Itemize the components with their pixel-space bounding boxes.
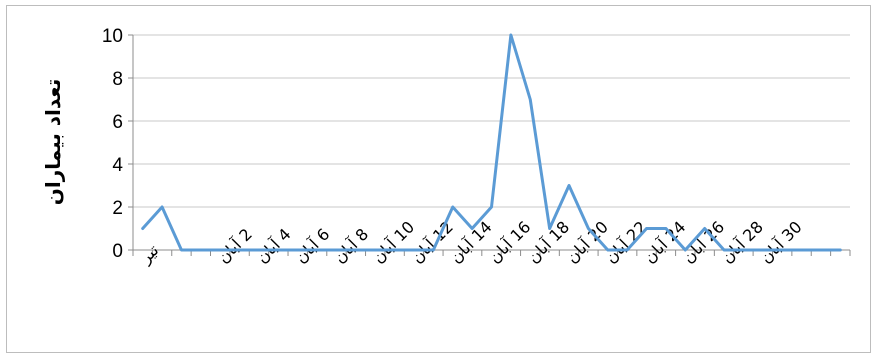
data-point-0-24 xyxy=(606,248,609,252)
data-point-0-31 xyxy=(742,248,745,252)
data-point-0-20 xyxy=(529,98,532,101)
data-point-0-9 xyxy=(315,248,319,252)
data-point-0-21 xyxy=(548,227,551,230)
data-point-0-32 xyxy=(761,248,764,252)
data-point-0-30 xyxy=(722,248,726,252)
x-tick-label-0: تیر xyxy=(135,241,163,269)
data-point-0-34 xyxy=(800,248,803,252)
data-point-0-3 xyxy=(199,248,203,252)
y-tick-label-6: 6 xyxy=(112,112,123,133)
data-point-0-36 xyxy=(839,248,842,252)
y-tick-label-2: 2 xyxy=(112,198,123,219)
data-point-0-7 xyxy=(277,248,280,252)
axes xyxy=(128,34,851,256)
data-point-0-25 xyxy=(625,248,629,252)
data-point-0-29 xyxy=(703,227,706,230)
data-point-0-12 xyxy=(374,248,377,252)
data-point-0-6 xyxy=(257,248,261,252)
data-point-0-11 xyxy=(354,248,358,252)
data-point-0-28 xyxy=(684,248,687,252)
data-point-0-17 xyxy=(470,227,474,230)
chart-frame xyxy=(6,5,871,353)
x-tick-label-28: 26 آبان xyxy=(679,217,728,266)
x-tick-label-8: 6 آبان xyxy=(291,225,333,267)
x-tick-label-14: 12 آبان xyxy=(407,217,456,266)
data-point-0-0 xyxy=(141,227,144,230)
x-tick-label-24: 22 آبان xyxy=(601,217,650,266)
y-tick-label-10: 10 xyxy=(102,26,123,47)
x-tick-label-4: 2 آبان xyxy=(214,225,256,267)
data-point-0-16 xyxy=(451,205,454,209)
data-point-0-8 xyxy=(296,248,299,252)
y-tick-label-4: 4 xyxy=(112,155,123,176)
data-point-0-35 xyxy=(819,248,823,252)
data-point-0-2 xyxy=(180,248,183,252)
x-tick-label-10: 8 آبان xyxy=(330,225,372,267)
data-point-0-33 xyxy=(780,248,784,252)
data-point-0-10 xyxy=(335,248,338,252)
y-axis-title: تعداد بیماران xyxy=(41,79,65,205)
x-tick-label-30: 28 آبان xyxy=(717,217,766,266)
data-point-0-26 xyxy=(645,227,648,230)
x-tick-label-32: 30 آبان xyxy=(756,217,805,266)
gridlines xyxy=(133,34,850,208)
data-point-0-4 xyxy=(219,248,222,252)
data-point-0-14 xyxy=(412,248,416,252)
x-tick-label-16: 14 آبان xyxy=(446,217,495,266)
data-point-0-19 xyxy=(509,33,513,37)
data-point-0-15 xyxy=(432,248,435,252)
x-tick-label-26: 24 آبان xyxy=(640,217,689,266)
data-point-0-5 xyxy=(238,248,241,252)
data-point-0-1 xyxy=(160,205,164,209)
y-tick-label-8: 8 xyxy=(112,69,123,90)
series-line-0 xyxy=(141,33,842,252)
y-tick-label-0: 0 xyxy=(112,241,123,262)
x-tick-label-12: 10 آبان xyxy=(369,217,418,266)
data-point-0-13 xyxy=(393,248,396,252)
x-tick-label-18: 16 آبان xyxy=(485,217,534,266)
data-point-0-18 xyxy=(490,205,493,209)
data-point-0-23 xyxy=(587,227,590,230)
data-point-0-22 xyxy=(567,184,571,187)
y-tick-labels: 0 2 4 6 8 10 xyxy=(102,26,124,262)
data-point-0-27 xyxy=(664,227,668,230)
series-group xyxy=(141,33,842,252)
x-tick-label-6: 4 آبان xyxy=(252,225,294,267)
